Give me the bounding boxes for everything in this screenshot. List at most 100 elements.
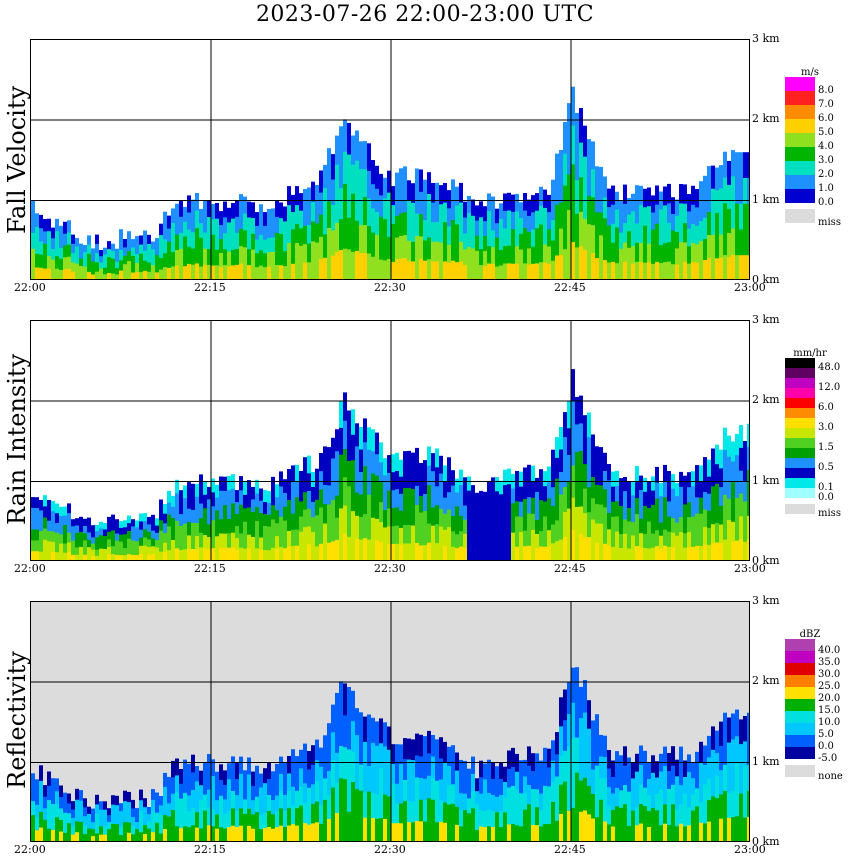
echo-column xyxy=(439,455,443,560)
echo-column xyxy=(123,520,127,560)
echo-column xyxy=(43,495,47,560)
echo-column xyxy=(531,465,535,560)
echo-column xyxy=(275,484,279,560)
echo-column xyxy=(231,203,235,279)
echo-column xyxy=(127,791,131,841)
echo-column xyxy=(275,763,279,841)
x-tick-label: 22:30 xyxy=(374,281,406,294)
echo-column xyxy=(363,716,367,841)
echo-column xyxy=(307,187,311,279)
echo-column xyxy=(171,760,175,841)
echo-column xyxy=(571,369,575,560)
echo-column xyxy=(271,771,275,841)
echo-column xyxy=(151,241,155,279)
echo-column xyxy=(451,179,455,279)
echo-column xyxy=(191,483,195,560)
echo-column xyxy=(555,153,559,279)
echo-column xyxy=(679,471,683,560)
echo-column xyxy=(387,170,391,279)
echo-column xyxy=(187,482,191,560)
legend-swatch xyxy=(785,639,815,651)
echo-column xyxy=(91,808,95,841)
echo-column xyxy=(695,189,699,279)
echo-column xyxy=(279,756,283,841)
legend-swatch xyxy=(785,765,815,777)
echo-column xyxy=(687,754,691,841)
echo-column xyxy=(491,477,495,560)
legend-value: -5.0 xyxy=(818,753,838,764)
echo-column xyxy=(663,186,667,279)
echo-column xyxy=(51,501,55,560)
echo-column xyxy=(615,470,619,560)
echo-column xyxy=(699,465,703,560)
echo-column xyxy=(327,447,331,560)
echo-column xyxy=(559,150,563,279)
echo-column xyxy=(555,732,559,841)
echo-column xyxy=(691,762,695,841)
echo-column xyxy=(283,762,287,841)
echo-column xyxy=(155,238,159,279)
echo-column xyxy=(447,746,451,841)
echo-column xyxy=(47,218,51,279)
echo-column xyxy=(355,130,359,279)
echo-column xyxy=(343,683,347,841)
echo-column xyxy=(499,480,503,560)
echo-column xyxy=(71,801,75,841)
echo-column xyxy=(159,223,163,279)
echo-column xyxy=(623,184,627,279)
legend-value: 1.0 xyxy=(818,183,834,194)
echo-column xyxy=(379,442,383,560)
echo-column xyxy=(91,525,95,560)
echo-column xyxy=(591,434,595,560)
echo-column xyxy=(311,472,315,560)
echo-column xyxy=(87,235,91,279)
echo-column xyxy=(651,755,655,841)
echo-column xyxy=(167,215,171,279)
echo-column xyxy=(463,760,467,841)
echo-column xyxy=(131,519,135,560)
echo-column xyxy=(507,192,511,279)
echo-column xyxy=(667,183,671,279)
echo-column xyxy=(387,726,391,841)
rain-intensity-field xyxy=(31,321,749,560)
echo-column xyxy=(611,760,615,841)
echo-column xyxy=(351,690,355,841)
legend-value: 8.0 xyxy=(818,85,834,96)
echo-column xyxy=(179,200,183,279)
legend-swatch xyxy=(785,91,815,105)
height-tick-label: 1 km xyxy=(752,192,780,206)
echo-column xyxy=(223,476,227,560)
echo-column xyxy=(591,141,595,279)
height-tick-label: 3 km xyxy=(752,312,780,326)
echo-column xyxy=(647,481,651,560)
echo-column xyxy=(651,476,655,560)
echo-column xyxy=(523,759,527,841)
echo-column xyxy=(67,793,71,841)
echo-column xyxy=(307,751,311,841)
height-tick-label: 1 km xyxy=(752,473,780,487)
legend-swatch xyxy=(785,675,815,687)
echo-column xyxy=(67,503,71,560)
echo-column xyxy=(139,789,143,841)
legend-swatch xyxy=(785,468,815,478)
echo-column xyxy=(271,476,275,560)
echo-column xyxy=(459,469,463,560)
echo-column xyxy=(247,480,251,560)
echo-column xyxy=(551,179,555,279)
echo-column xyxy=(475,778,479,841)
echo-column xyxy=(279,202,283,279)
echo-column xyxy=(39,500,43,560)
legend-unit: m/s xyxy=(801,67,819,78)
echo-column xyxy=(703,457,707,560)
echo-column xyxy=(671,746,675,841)
plot-fall-velocity xyxy=(30,39,750,280)
echo-column xyxy=(383,722,387,841)
echo-column xyxy=(527,464,531,560)
echo-column xyxy=(467,476,471,560)
echo-column xyxy=(543,471,547,560)
echo-column xyxy=(79,790,83,841)
echo-column xyxy=(747,712,749,841)
echo-column xyxy=(535,477,539,560)
echo-column xyxy=(251,771,255,841)
echo-column xyxy=(179,769,183,841)
